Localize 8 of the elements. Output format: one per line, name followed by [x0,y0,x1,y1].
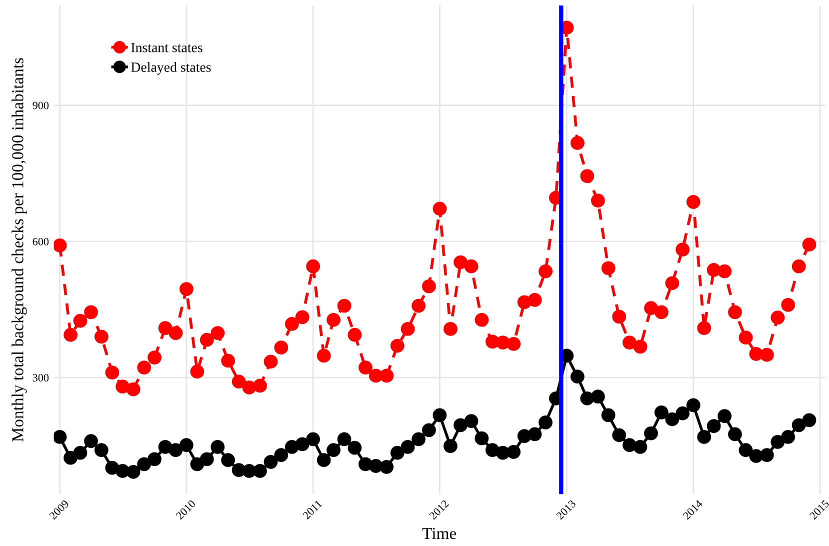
y-axis-title: Monthly total background checks per 100,000 inhabitants [12,58,27,442]
legend-label: Instant states [131,43,202,52]
y-tick-label: 300 [32,374,49,382]
y-tick-label: 600 [32,238,49,246]
x-tick-label: 2011 [302,500,322,520]
x-axis-title: Time [422,528,456,540]
legend-label: Delayed states [131,62,211,75]
y-tick-label: 900 [32,102,49,110]
